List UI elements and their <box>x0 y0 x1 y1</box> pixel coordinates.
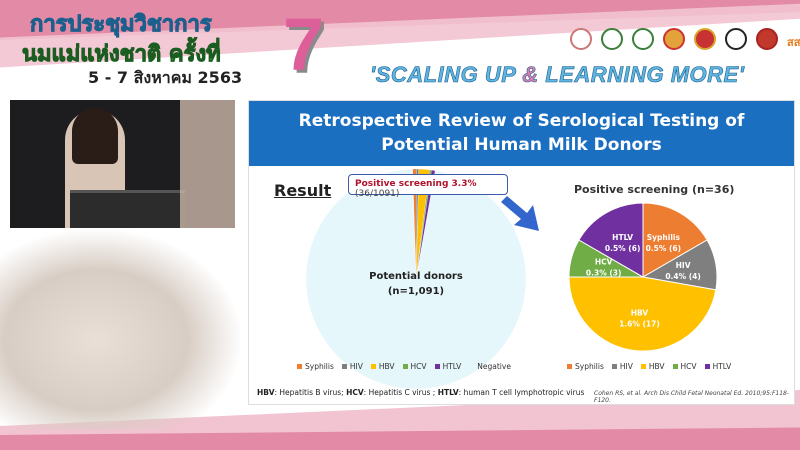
conference-title-line2: นมแม่แห่งชาติ ครั้งที่ <box>22 42 222 68</box>
result-heading: Result <box>274 181 332 200</box>
abbr-key: HCV <box>346 388 364 397</box>
abbr-key: HBV <box>257 388 275 397</box>
slogan-text: LEARNING MORE' <box>538 62 745 88</box>
sponsor-logo <box>570 28 592 50</box>
slice-label: HTLV <box>612 233 633 242</box>
pie-slice-htlv <box>578 202 644 278</box>
legend-item: HBV <box>640 362 665 371</box>
pie-slice-negative <box>305 168 527 390</box>
conference-title-line1: การประชุมวิชาการ <box>30 12 213 38</box>
legend-item: HCV <box>672 362 697 371</box>
legend-donors: Syphilis HIV HBV HCV HTLV Negative <box>297 362 511 371</box>
legend-swatch <box>370 364 376 369</box>
slice-value: 0.3% (3) <box>586 268 622 277</box>
legend-swatch <box>297 364 302 369</box>
slide-title-line: Potential Human Milk Donors <box>381 135 662 155</box>
callout-bold: Positive screening 3.3% <box>355 179 477 189</box>
conference-dates: 5 - 7 สิงหาคม 2563 <box>88 68 243 87</box>
speaker-hair <box>72 108 118 164</box>
speaker-video <box>10 100 235 228</box>
edition-number: 7 <box>283 3 325 86</box>
slice-value: 0.5% (6) <box>646 244 682 253</box>
slice-value: 0.4% (4) <box>665 272 701 281</box>
background-image <box>180 100 235 228</box>
legend-swatch <box>640 364 646 369</box>
positive-screening-callout: Positive screening 3.3% (36/1091) <box>348 174 508 199</box>
abbr-key: HTLV <box>437 388 459 397</box>
sponsor-logo <box>663 28 685 50</box>
sponsor-logo-sss: สสส <box>787 36 800 49</box>
callout-count: (36/1091) <box>355 189 400 199</box>
abbr-text: : Hepatitis B virus; <box>274 388 347 397</box>
legend-swatch <box>469 364 475 369</box>
slice-value: 0.5% (6) <box>605 244 641 253</box>
legend-item: HTLV <box>704 362 731 371</box>
slice-label: HIV <box>676 261 691 270</box>
charts-canvas: Potential donors (n=1,091) Syphilis 0.5% (6… <box>305 168 718 390</box>
background-child-photo <box>0 230 240 430</box>
sponsor-logo <box>632 28 654 50</box>
legend-swatch <box>434 364 440 369</box>
legend-item: Negative <box>469 362 511 371</box>
legend-item: HCV <box>402 362 427 371</box>
slice-label: Syphilis <box>647 233 681 242</box>
donors-count: (n=1,091) <box>388 286 444 297</box>
legend-swatch <box>672 364 678 369</box>
slogan-text: 'SCALING UP <box>370 62 523 88</box>
legend-swatch <box>567 364 572 369</box>
legend-item: HIV <box>341 362 363 371</box>
slice-label: HBV <box>631 309 649 318</box>
legend-item: Syphilis <box>567 362 604 371</box>
donors-label: Potential donors <box>369 271 463 282</box>
legend-positive: Syphilis HIV HBV HCV HTLV <box>567 362 731 371</box>
slice-value: 1.6% (17) <box>619 320 660 329</box>
sponsor-logo <box>756 28 778 50</box>
legend-item: Syphilis <box>297 362 334 371</box>
slice-label: HCV <box>595 257 613 266</box>
sponsor-logo <box>694 28 716 50</box>
legend-swatch <box>704 364 710 369</box>
presentation-slide: Retrospective Review of Serological Test… <box>248 100 795 405</box>
legend-swatch <box>402 364 408 369</box>
legend-item: HIV <box>611 362 633 371</box>
footer-band <box>0 427 800 450</box>
sponsor-logo <box>601 28 623 50</box>
abbr-text: : Hepatitis C virus ; <box>363 388 438 397</box>
citation: Cohen RS, et al. Arch Dis Child Fetal Ne… <box>594 390 790 404</box>
pie-title: Positive screening (n=36) <box>574 183 735 196</box>
arrow-icon <box>501 196 539 231</box>
slide-title-line: Retrospective Review of Serological Test… <box>298 111 745 131</box>
legend-swatch <box>341 364 347 369</box>
slogan-amp: & <box>522 62 539 88</box>
pie-slice-syphilis <box>642 202 708 278</box>
sponsor-logos: สสส <box>570 28 800 51</box>
sponsor-logo <box>725 28 747 50</box>
slide-title: Retrospective Review of Serological Test… <box>249 101 794 166</box>
slogan: 'SCALING UP & LEARNING MORE' <box>370 62 745 88</box>
abbr-text: : human T cell lymphotropic virus <box>458 388 585 397</box>
legend-item: HBV <box>370 362 395 371</box>
legend-swatch <box>611 364 617 369</box>
pie-slice-hbv <box>568 276 717 352</box>
legend-item: HTLV <box>434 362 461 371</box>
abbreviations: HBV: Hepatitis B virus; HCV: Hepatitis C… <box>257 388 584 397</box>
podium <box>70 190 185 228</box>
